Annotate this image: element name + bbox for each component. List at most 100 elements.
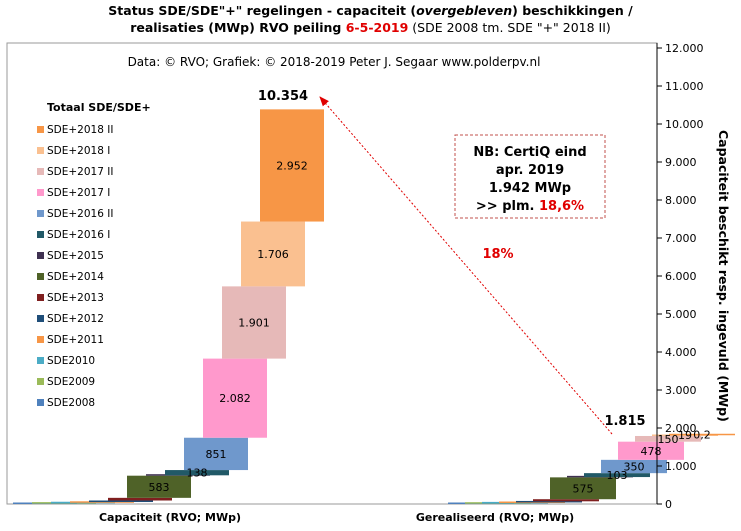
bar-data-label: 583 [149,481,170,494]
legend-swatch [37,399,44,406]
title-part-2: ) beschikkingen / [512,3,633,18]
title-date: 6-5-2019 [345,20,409,35]
bar-data-label: 1.706 [257,248,289,261]
legend-entry: SDE2010 [47,355,95,367]
note-line-1: NB: CertiQ eind [473,145,586,160]
source-note: Data: © RVO; Grafiek: © 2018-2019 Peter … [128,55,541,69]
certiq-note: NB: CertiQ eind apr. 2019 1.942 MWp >> p… [454,134,606,219]
title-italic: overgebleven [416,3,513,18]
bar-data-label: 2.952 [276,159,308,172]
legend-entry: SDE+2018 II [47,124,113,136]
legend-swatch [37,147,44,154]
y-axis-title: Capaciteit beschikt resp. ingevuld (MWp) [716,130,731,422]
y-tick-label: 12.000 [665,42,704,55]
bar-data-label: 138 [187,467,208,480]
bar-data-label: 350 [624,460,645,473]
title-line2-b: (SDE 2008 tm. SDE "+" 2018 II) [408,20,611,35]
legend-entry: SDE+2012 [47,313,104,325]
y-tick-label: 4.000 [665,346,697,359]
bar-segment [260,109,324,222]
y-tick-label: 6.000 [665,270,697,283]
legend-entry: SDE+2013 [47,292,104,304]
legend-swatch [37,252,44,259]
legend-entry: SDE+2017 I [47,187,110,199]
bar-segment [127,475,191,498]
legend-swatch [37,315,44,322]
bar-segment [184,437,248,471]
bar-segment [89,500,153,503]
note-percentage: 18,6% [539,199,584,214]
bar-segment [550,477,616,500]
legend-swatch [37,126,44,133]
title-line2-a: realisaties (MWp) RVO peiling [130,20,346,35]
bar-segment [669,433,735,436]
bar-segment [70,501,134,503]
legend-entry: SDE+2018 I [47,145,110,157]
total-capaciteit: 10.354 [258,89,308,104]
y-axis: 0 1.000 2.000 3.000 4.000 5.000 6.000 7.000 8.00… [656,42,704,511]
y-tick-label: 3.000 [665,384,697,397]
total-gerealiseerd: 1.815 [604,414,645,429]
note-box [454,134,606,219]
title-line-1: Status SDE/SDE"+" regelingen - capacitei… [0,2,741,19]
legend-entry: SDE+2011 [47,334,104,346]
legend: SDE+2018 II SDE+2018 I SDE+2017 II SDE+2017… [37,124,113,409]
category-label-gerealiseerd: Gerealiseerd (RVO; MWp) [416,511,574,524]
chart-title: Status SDE/SDE"+" regelingen - capacitei… [0,2,741,36]
legend-entry: SDE2009 [47,376,95,388]
bar-data-label: 575 [573,482,594,495]
bar-segment [601,459,667,474]
y-tick-label: 0 [665,498,672,511]
legend-entry: SDE+2017 II [47,166,113,178]
note-line-3: 1.942 MWp [489,181,571,196]
bar-segment [533,499,599,502]
plot-area [6,42,658,505]
bars [13,109,735,504]
y-tick-label: 11.000 [665,80,704,93]
bar-segment [165,470,229,476]
bar-data-label: 2.082 [219,392,251,405]
bar-segment [222,286,286,359]
legend-swatch [37,231,44,238]
bar-segment [203,358,267,438]
bar-segment [108,497,172,501]
legend-swatch [37,378,44,385]
note-line-2: apr. 2019 [496,163,564,178]
note-prefix: >> plm. [476,199,539,214]
bar-data-label: 103 [607,469,628,482]
bar-data-label: 851 [206,448,227,461]
legend-entry: SDE+2016 I [47,229,110,241]
legend-swatch [37,336,44,343]
legend-swatch [37,273,44,280]
title-line-2: realisaties (MWp) RVO peiling 6-5-2019 (… [0,19,741,36]
bar-segment [618,441,684,460]
bar-data-label: 0,2 [693,429,711,442]
y-tick-label: 2.000 [665,422,697,435]
legend-swatch [37,189,44,196]
y-tick-label: 5.000 [665,308,697,321]
note-line-4: >> plm. 18,6% [476,199,584,214]
category-label-capaciteit: Capaciteit (RVO; MWp) [99,511,241,524]
legend-entry: SDE2008 [47,397,95,409]
bar-segment [635,435,701,442]
legend-swatch [37,357,44,364]
legend-entry: SDE+2015 [47,250,104,262]
legend-entry: SDE+2016 II [47,208,113,220]
y-tick-label: 7.000 [665,232,697,245]
ratio-label: 18% [482,247,513,262]
legend-swatch [37,168,44,175]
title-part-1: Status SDE/SDE"+" regelingen - capacitei… [108,3,417,18]
legend-title: Totaal SDE/SDE+ [47,101,151,114]
legend-swatch [37,210,44,217]
y-tick-label: 1.000 [665,460,697,473]
y-tick-label: 10.000 [665,118,704,131]
bar-data-label: 150 [658,433,679,446]
legend-swatch [37,294,44,301]
bar-segment [584,473,650,478]
bar-data-label: 478 [641,445,662,458]
y-tick-label: 9.000 [665,156,697,169]
legend-entry: SDE+2014 [47,271,104,283]
bar-data-label: 1.901 [238,316,270,329]
